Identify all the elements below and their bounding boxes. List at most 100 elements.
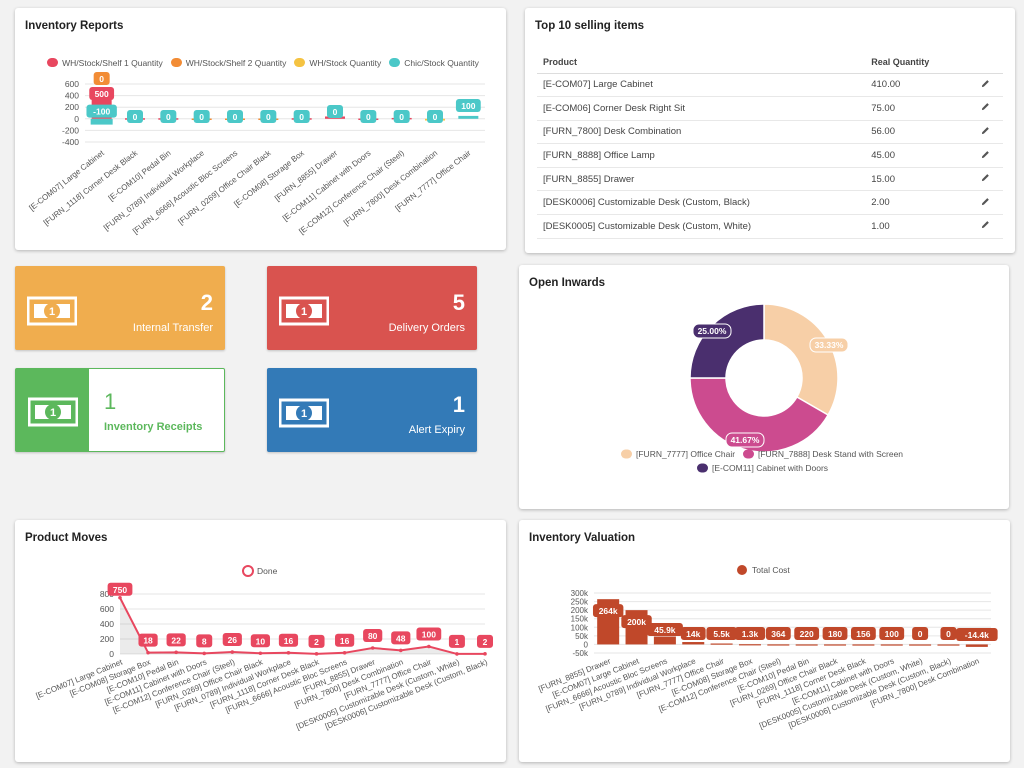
- y-tick-label: 100k: [571, 623, 589, 632]
- data-label: 220: [800, 629, 814, 639]
- inventory-valuation-title: Inventory Valuation: [529, 532, 636, 544]
- product-moves-card: Product Moves Done 800 600 400 200 0 750 [E-COM…: [15, 520, 506, 762]
- data-point: [342, 651, 347, 655]
- data-label: 5.5k: [713, 629, 730, 639]
- delivery-orders-count: 5: [452, 290, 465, 315]
- open-inwards-title: Open Inwards: [529, 277, 606, 289]
- pencil-icon[interactable]: [962, 96, 1003, 121]
- bar: [90, 118, 113, 125]
- delivery-orders-label: Delivery Orders: [388, 322, 465, 334]
- svg-text:1: 1: [301, 306, 307, 318]
- product-cell: [E-COM06] Corner Desk Right Sit: [537, 96, 866, 121]
- legend-label: [E-COM11] Cabinet with Doors: [712, 463, 828, 473]
- data-point: [398, 648, 403, 653]
- data-label: 0: [299, 112, 304, 122]
- data-label: -14.4k: [965, 630, 989, 640]
- internal-transfer-count: 2: [200, 290, 213, 315]
- legend-label: [FURN_7777] Office Chair: [636, 449, 735, 459]
- legend-swatch: [621, 449, 632, 459]
- data-label: 156: [856, 629, 870, 639]
- legend-item[interactable]: WH/Stock/Shelf 1 Quantity: [47, 58, 163, 68]
- y-tick-label: 800: [100, 589, 114, 599]
- alert-expiry-tile[interactable]: 1 1 Alert Expiry: [267, 368, 477, 452]
- data-label: 200k: [627, 617, 646, 627]
- y-tick-label: -400: [62, 137, 79, 147]
- product-cell: [DESK0005] Customizable Desk (Custom, Wh…: [537, 214, 866, 239]
- product-cell: [FURN_8888] Office Lamp: [537, 143, 866, 168]
- data-label: 18: [143, 636, 153, 646]
- data-label: 180: [828, 629, 842, 639]
- legend-item[interactable]: WH/Stock Quantity: [294, 58, 381, 68]
- data-label: 0: [99, 74, 104, 84]
- pencil-icon[interactable]: [962, 190, 1003, 216]
- data-label: 500: [95, 89, 109, 99]
- table-row[interactable]: [E-COM06] Corner Desk Right Sit 75.00: [537, 96, 1003, 121]
- internal-transfer-tile[interactable]: 1 2 Internal Transfer: [15, 266, 225, 350]
- data-label-bg: [222, 633, 242, 647]
- data-label: 0: [918, 629, 923, 639]
- table-row[interactable]: [DESK0006] Customizable Desk (Custom, Bl…: [537, 190, 1003, 216]
- y-tick-label: 0: [584, 640, 589, 649]
- pencil-icon[interactable]: [962, 214, 1003, 239]
- data-label-bg: [278, 633, 299, 647]
- bar: [710, 643, 733, 645]
- pie-slice: [763, 303, 839, 417]
- data-point: [230, 650, 235, 654]
- inventory-valuation-card: Inventory Valuation Total Cost 300k 250k 20…: [519, 520, 1010, 762]
- data-label: 45.9k: [654, 625, 676, 635]
- data-point: [314, 652, 319, 656]
- pencil-icon[interactable]: [962, 143, 1003, 168]
- inventory-receipts-label: Inventory Receipts: [104, 421, 203, 433]
- pencil-icon[interactable]: [962, 120, 1003, 145]
- legend-swatch: [170, 58, 182, 67]
- table-row[interactable]: [E-COM07] Large Cabinet 410.00: [537, 73, 1003, 98]
- data-label-bg: [107, 582, 133, 596]
- data-label: 750: [113, 585, 127, 595]
- legend-swatch: [743, 449, 754, 459]
- legend-label: WH/Stock/Shelf 1 Quantity: [62, 57, 163, 68]
- svg-text:1: 1: [49, 306, 55, 318]
- quantity-cell: 410.00: [865, 73, 963, 98]
- pie-label: 41.67%: [731, 435, 760, 445]
- table-row[interactable]: [DESK0005] Customizable Desk (Custom, Wh…: [537, 214, 1003, 239]
- data-label: 364: [771, 629, 785, 639]
- data-label-bg: [327, 105, 343, 118]
- table-row[interactable]: [FURN_7800] Desk Combination 56.00: [537, 120, 1003, 145]
- data-point: [258, 651, 263, 656]
- data-label-bg: [448, 634, 465, 648]
- product-moves-title: Product Moves: [25, 532, 108, 544]
- table-row[interactable]: [FURN_8855] Drawer 15.00: [537, 167, 1003, 192]
- data-label: 100: [422, 630, 436, 640]
- bar: [682, 642, 705, 645]
- column-header-real-quantity: Real Quantity: [865, 51, 963, 74]
- legend-item[interactable]: WH/Stock/Shelf 2 Quantity: [170, 58, 286, 68]
- data-point: [286, 651, 291, 655]
- pencil-icon-glyph: [982, 150, 990, 158]
- delivery-orders-tile[interactable]: 1 5 Delivery Orders: [267, 266, 477, 350]
- y-tick-label: 200k: [571, 606, 589, 615]
- quantity-cell: 75.00: [865, 96, 963, 121]
- bar: [738, 644, 761, 646]
- data-label-bg: [734, 627, 766, 640]
- data-label: 80: [368, 631, 378, 641]
- inventory-reports-card: Inventory Reports WH/Stock/Shelf 1 Quant…: [15, 8, 506, 250]
- pencil-icon-glyph: [982, 197, 990, 205]
- legend-item[interactable]: Chic/Stock Quantity: [389, 58, 479, 68]
- bar: [458, 115, 479, 119]
- pie-label-bg: [725, 432, 765, 448]
- data-label-bg: [166, 633, 186, 647]
- data-label: 0: [233, 112, 238, 122]
- data-label-bg: [879, 627, 905, 640]
- pencil-icon[interactable]: [962, 73, 1003, 98]
- legend-swatch: [697, 463, 708, 473]
- data-label-bg: [822, 627, 848, 640]
- inventory-receipts-tile[interactable]: 1 1 Inventory Receipts: [15, 368, 225, 452]
- pencil-icon[interactable]: [962, 167, 1003, 192]
- pencil-icon-glyph: [982, 103, 990, 111]
- y-tick-label: 250k: [571, 598, 589, 607]
- money-icon: 1: [28, 397, 78, 427]
- table-row[interactable]: [FURN_8888] Office Lamp 45.00: [537, 143, 1003, 168]
- quantity-cell: 45.00: [865, 143, 963, 168]
- data-label: 2: [483, 637, 488, 647]
